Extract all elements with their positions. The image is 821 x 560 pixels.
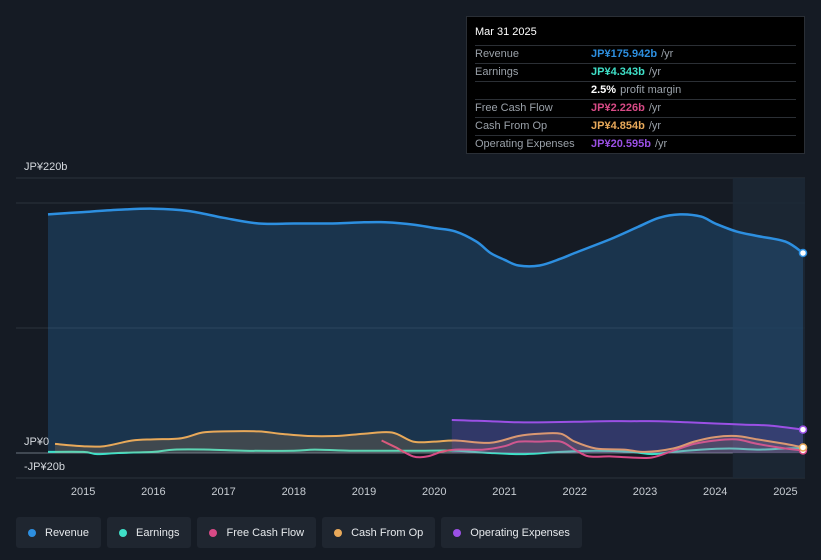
x-axis-ticks: 2015 2016 2017 2018 2019 2020 2021 2022 2023 2024…: [71, 486, 798, 498]
tooltip-row-label: Revenue: [475, 48, 520, 60]
tooltip-row-label: Operating Expenses: [475, 138, 575, 150]
tooltip-panel: Mar 31 2025 Revenue JP¥175.942b/yr Earning…: [466, 16, 805, 154]
revenue-area: [48, 208, 803, 453]
x-tick-2016: 2016: [141, 486, 165, 498]
y-axis-bottom-label: -JP¥20b: [24, 461, 65, 473]
tooltip-row-label: Earnings: [475, 66, 519, 78]
x-tick-2018: 2018: [282, 486, 306, 498]
legend-dot-icon: [209, 528, 218, 537]
legend-dot-icon: [28, 528, 36, 537]
revenue-end-marker: [798, 248, 808, 258]
operating-expenses-end-marker: [798, 425, 808, 434]
tooltip-row-unit: /yr: [654, 138, 668, 150]
tooltip-row-value: JP¥175.942b: [591, 48, 658, 60]
tooltip-row-unit: /yr: [648, 120, 662, 132]
revenue-line: [47, 207, 804, 268]
tooltip-row-value: JP¥20.595b: [591, 138, 651, 150]
legend-item-label: Revenue: [45, 526, 90, 539]
y-axis-zero-label: JP¥0: [24, 436, 49, 448]
legend-dot-icon: [334, 528, 343, 537]
tooltip-rows: Revenue JP¥175.942b/yr Earnings JP¥4.343b/y…: [475, 45, 796, 153]
tooltip-row: Revenue JP¥175.942b/yr: [475, 45, 796, 63]
legend-item-cash-from-op[interactable]: Cash From Op: [322, 517, 436, 548]
tooltip-row-value: JP¥4.854b: [591, 120, 645, 132]
legend-item-label: Operating Expenses: [470, 526, 570, 539]
tooltip-row-unit: profit margin: [620, 84, 682, 96]
earnings-line: [47, 447, 804, 456]
x-tick-2025: 2025: [773, 486, 797, 498]
legend-item-earnings[interactable]: Earnings: [107, 517, 192, 548]
x-tick-2022: 2022: [563, 486, 587, 498]
tooltip-row-label: Cash From Op: [475, 120, 548, 132]
legend-item-label: Earnings: [136, 526, 180, 539]
tooltip-date: Mar 31 2025: [475, 26, 537, 38]
x-tick-2023: 2023: [633, 486, 657, 498]
end-markers: [798, 248, 808, 455]
legend-item-free-cash-flow[interactable]: Free Cash Flow: [197, 517, 317, 548]
x-tick-2015: 2015: [71, 486, 95, 498]
series-layer: [47, 207, 804, 460]
y-axis-top-label: JP¥220b: [24, 161, 67, 173]
cash-from-op-line: [54, 430, 804, 453]
tooltip-row: Free Cash Flow JP¥2.226b/yr: [475, 99, 796, 117]
tooltip-row-unit: /yr: [648, 66, 662, 78]
legend: Revenue Earnings Free Cash Flow Cash From O…: [16, 517, 582, 548]
legend-dot-icon: [119, 528, 128, 537]
chart-canvas: JP¥220b JP¥0 -JP¥20b 2015 2016 2017 2018 201…: [16, 161, 808, 498]
tooltip-row-label: Free Cash Flow: [475, 102, 553, 114]
tooltip-row-value: JP¥2.226b: [591, 102, 645, 114]
free-cash-flow-line: [381, 438, 804, 460]
x-tick-2024: 2024: [703, 486, 727, 498]
x-tick-2021: 2021: [492, 486, 516, 498]
operating-expenses-line: [451, 419, 804, 431]
tooltip-row: Cash From Op JP¥4.854b/yr: [475, 117, 796, 135]
tooltip-row-unit: /yr: [661, 48, 674, 60]
tooltip-row-unit: /yr: [648, 102, 662, 114]
tooltip-row: 2.5% profit margin: [475, 81, 796, 99]
legend-item-revenue[interactable]: Revenue: [16, 517, 102, 548]
legend-item-label: Free Cash Flow: [226, 526, 305, 539]
operating-expenses-area: [451, 420, 803, 453]
legend-dot-icon: [453, 528, 462, 537]
x-tick-2019: 2019: [352, 486, 376, 498]
x-tick-2020: 2020: [422, 486, 446, 498]
x-tick-2017: 2017: [211, 486, 235, 498]
tooltip-row: Operating Expenses JP¥20.595b/yr: [475, 135, 796, 153]
cash-from-op-end-marker: [798, 443, 808, 452]
legend-item-operating-expenses[interactable]: Operating Expenses: [441, 517, 582, 548]
tooltip-row-value: 2.5%: [591, 84, 617, 96]
legend-item-label: Cash From Op: [351, 526, 424, 539]
tooltip-row-value: JP¥4.343b: [591, 66, 645, 78]
tooltip-row: Earnings JP¥4.343b/yr: [475, 63, 796, 81]
tooltip-row-label: [475, 82, 591, 99]
